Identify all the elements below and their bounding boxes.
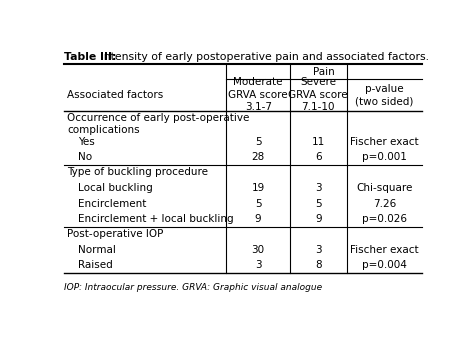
Text: 3: 3 [315,183,321,193]
Text: Normal: Normal [78,245,116,255]
Text: 9: 9 [315,214,321,224]
Text: Table III:: Table III: [64,52,116,62]
Text: p=0.001: p=0.001 [362,152,407,162]
Text: 3: 3 [255,260,262,270]
Text: 30: 30 [252,245,265,255]
Text: Intensity of early postoperative pain and associated factors.: Intensity of early postoperative pain an… [98,52,429,62]
Text: No: No [78,152,92,162]
Text: Pain: Pain [313,67,335,77]
Text: Moderate
GRVA score
3.1-7: Moderate GRVA score 3.1-7 [228,78,288,112]
Text: Type of buckling procedure: Type of buckling procedure [67,167,209,177]
Text: 9: 9 [255,214,262,224]
Text: 28: 28 [252,152,265,162]
Text: Raised: Raised [78,260,112,270]
Text: Severe
GRVA score
7.1-10: Severe GRVA score 7.1-10 [288,78,348,112]
Text: Encirclement + local buckling: Encirclement + local buckling [78,214,233,224]
Text: Chi-square: Chi-square [356,183,412,193]
Text: 5: 5 [255,137,262,147]
Text: 5: 5 [315,199,321,209]
Text: 19: 19 [252,183,265,193]
Text: p=0.004: p=0.004 [362,260,407,270]
Text: Associated factors: Associated factors [67,90,164,100]
Text: 3: 3 [315,245,321,255]
Text: Fischer exact: Fischer exact [350,137,419,147]
Text: Local buckling: Local buckling [78,183,152,193]
Text: 6: 6 [315,152,321,162]
Text: 5: 5 [255,199,262,209]
Text: 11: 11 [311,137,325,147]
Text: p-value
(two sided): p-value (two sided) [355,84,413,106]
Text: IOP: Intraocular pressure. GRVA: Graphic visual analogue: IOP: Intraocular pressure. GRVA: Graphic… [64,283,322,292]
Text: 7.26: 7.26 [373,199,396,209]
Text: Fischer exact: Fischer exact [350,245,419,255]
Text: Occurrence of early post-operative
complications: Occurrence of early post-operative compl… [67,113,250,135]
Text: 8: 8 [315,260,321,270]
Text: Yes: Yes [78,137,94,147]
Text: Encirclement: Encirclement [78,199,146,209]
Text: Post-operative IOP: Post-operative IOP [67,229,164,239]
Text: p=0.026: p=0.026 [362,214,407,224]
